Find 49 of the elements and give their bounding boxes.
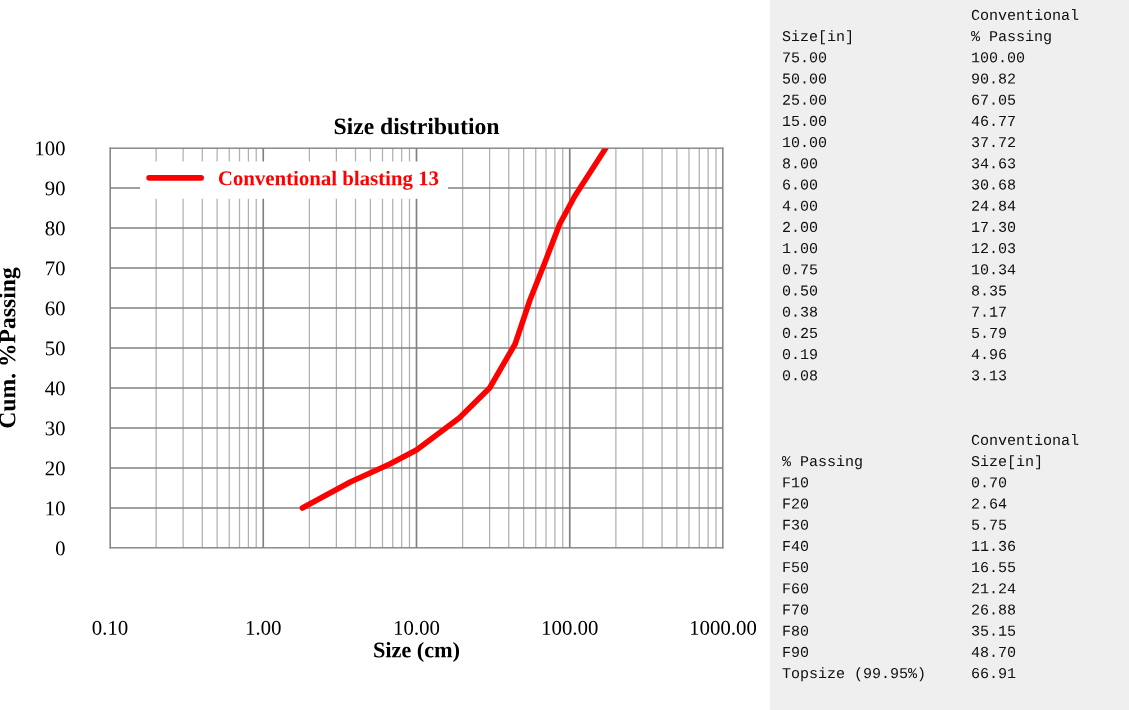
text: 75.00 100.00 (783, 52, 1025, 63)
text: 8.00 34.63 (782, 158, 1016, 169)
y-tick-label: 60 (45, 301, 65, 316)
x-tick-label: 10.00 (394, 620, 440, 635)
text: F30 5.75 (783, 519, 1007, 530)
text: 0.25 5.79 (782, 327, 1006, 339)
text: % Passing Size[in] (782, 455, 1041, 470)
text: Topsize (99.95%) 66.91 (782, 667, 1016, 682)
text: F10 0.70 (783, 477, 1007, 488)
text: 6.00 30.68 (783, 179, 1016, 190)
y-tick-label: 10 (46, 501, 65, 516)
text: 0.08 3.13 (782, 370, 1007, 381)
x-tick-label: 1000.00 (690, 620, 757, 635)
text: F50 16.55 (783, 562, 1016, 573)
text: 0.75 10.34 (782, 264, 1016, 275)
y-tick-label: 40 (45, 381, 65, 396)
text: 0.50 8.35 (782, 285, 1007, 296)
y-tick-label: 50 (45, 341, 65, 356)
text: F70 26.88 (783, 604, 1016, 615)
y-tick-label: 100 (36, 141, 65, 156)
text: 50.00 90.82 (782, 73, 1015, 84)
text: F40 11.36 (783, 540, 1016, 552)
legend-label: Conventional blasting 13 (218, 170, 439, 190)
text: 2.00 17.30 (783, 221, 1016, 233)
text: Conventional (971, 434, 1079, 446)
text: Size[in] % Passing (782, 30, 1051, 45)
text: 1.00 12.03 (783, 243, 1016, 254)
text: F20 2.64 (783, 498, 1007, 509)
x-tick-label: 100.00 (542, 620, 598, 635)
text: F80 35.15 (783, 625, 1016, 636)
y-tick-label: 0 (55, 541, 65, 556)
text: F60 21.24 (783, 583, 1016, 594)
chart-title: Size distribution (334, 117, 500, 135)
y-tick-label: 20 (45, 461, 65, 476)
text: 15.00 46.77 (783, 115, 1015, 127)
text: 4.00 24.84 (782, 200, 1016, 211)
y-tick-label: 30 (45, 421, 65, 436)
text: 0.19 4.96 (782, 349, 1007, 360)
y-tick-label: 70 (46, 261, 65, 276)
x-tick-label: 1.00 (246, 620, 281, 635)
y-tick-label: 90 (45, 181, 65, 196)
text: Conventional (971, 9, 1079, 21)
text: 10.00 37.72 (783, 137, 1015, 148)
x-tick-label: 0.10 (92, 620, 128, 635)
text: 0.38 7.17 (782, 306, 1006, 317)
x-axis-title: Size (cm) (374, 641, 460, 663)
text: F90 48.70 (783, 646, 1016, 658)
text: 25.00 67.05 (783, 94, 1016, 105)
y-tick-label: 80 (45, 221, 65, 236)
